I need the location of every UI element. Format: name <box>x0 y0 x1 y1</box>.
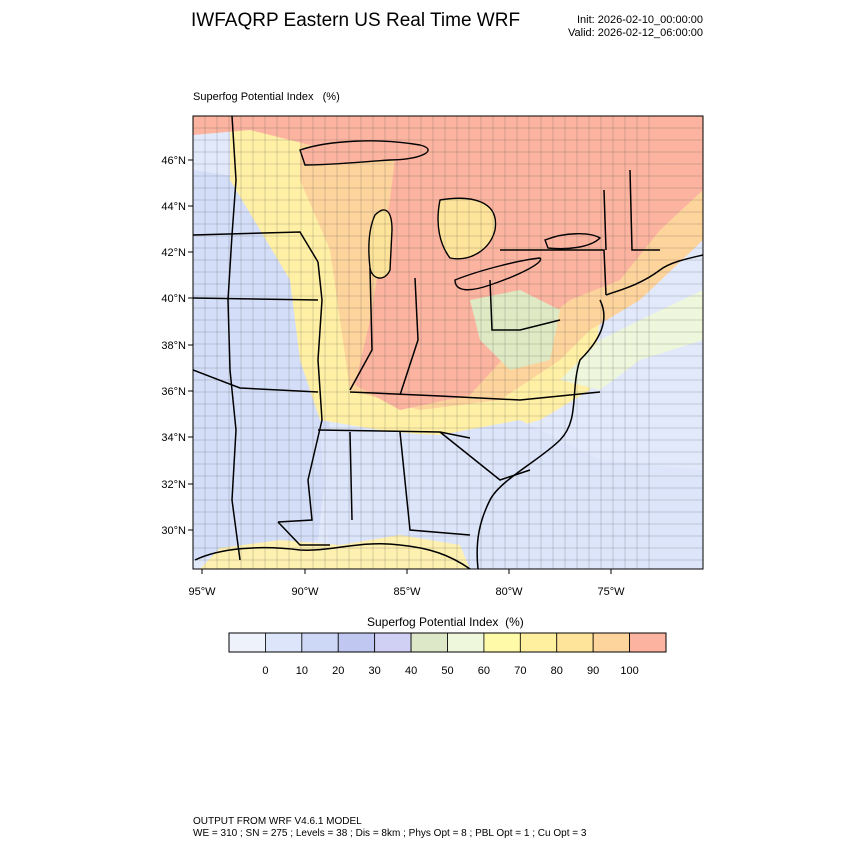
color-bar-tick-label: 50 <box>441 665 453 677</box>
color-bar <box>228 632 667 653</box>
color-bar-swatch <box>447 632 485 653</box>
color-bar-swatch <box>519 632 558 653</box>
color-bar-tick-label: 40 <box>405 665 417 677</box>
footer-model: OUTPUT FROM WRF V4.6.1 MODEL <box>193 816 362 827</box>
map-frame <box>192 115 704 570</box>
lat-label: 36°N <box>161 386 186 398</box>
lake-ontario <box>544 233 602 250</box>
color-bar-tick-label: 100 <box>620 665 638 677</box>
lon-label: 95°W <box>188 586 216 598</box>
lake-michigan <box>368 209 393 279</box>
lat-label: 46°N <box>161 155 186 167</box>
lon-label: 75°W <box>597 586 625 598</box>
lat-label: 42°N <box>161 247 186 259</box>
lat-label: 34°N <box>161 432 186 444</box>
color-bar-swatch <box>265 632 303 653</box>
canada-high-zone <box>193 116 703 170</box>
footer-config: WE = 310 ; SN = 275 ; Levels = 38 ; Dis … <box>193 828 587 839</box>
new-england-coastline <box>605 254 703 296</box>
gulf-coast-zone <box>200 535 470 569</box>
color-bar-swatch <box>592 632 630 653</box>
lat-label: 30°N <box>161 525 186 537</box>
color-bar-tick-label: 70 <box>514 665 526 677</box>
color-bar-swatch <box>228 632 266 653</box>
lon-label: 90°W <box>291 586 319 598</box>
map-panel <box>193 116 703 569</box>
plot-title: IWFAQRP Eastern US Real Time WRF <box>191 10 521 31</box>
lon-label: 85°W <box>393 586 421 598</box>
gulf-coastline <box>194 543 471 569</box>
lat-label: 32°N <box>161 479 186 491</box>
color-bar-labels: 0 10 20 30 40 50 60 70 80 90 100 <box>262 665 638 677</box>
lake-superior <box>299 140 429 166</box>
color-bar-tick-label: 10 <box>296 665 308 677</box>
state-borders <box>193 116 660 561</box>
atlantic-coastline <box>476 299 605 569</box>
lat-label: 44°N <box>161 201 186 213</box>
southeast-low-zone <box>320 420 703 569</box>
color-bar-tick-label: 80 <box>551 665 563 677</box>
color-bar-frame <box>228 632 667 653</box>
color-bar-tick-label: 20 <box>332 665 344 677</box>
lat-ticks <box>188 159 193 531</box>
field-label: Superfog Potential Index (%) <box>193 91 340 103</box>
lon-ticks <box>201 569 612 574</box>
color-bar-swatch <box>410 632 448 653</box>
county-grid <box>193 116 703 569</box>
lat-label: 38°N <box>161 340 186 352</box>
lake-erie <box>454 257 542 291</box>
color-bar-swatch <box>556 632 594 653</box>
atlantic-zone <box>560 290 703 390</box>
lon-label: 80°W <box>495 586 523 598</box>
color-bar-tick-label: 60 <box>478 665 490 677</box>
color-bar-swatch <box>337 632 376 653</box>
lat-label: 40°N <box>161 293 186 305</box>
color-bar-tick-label: 90 <box>587 665 599 677</box>
color-bar-tick-label: 0 <box>262 665 268 677</box>
color-bar-swatch <box>374 632 412 653</box>
valid-time: Valid: 2026-02-12_06:00:00 <box>568 27 703 39</box>
color-bar-swatch <box>629 632 667 653</box>
color-bar-swatch <box>483 632 521 653</box>
color-bar-swatch <box>301 632 339 653</box>
color-bar-title: Superfog Potential Index (%) <box>367 615 524 629</box>
init-time: Init: 2026-02-10_00:00:00 <box>577 14 703 26</box>
color-bar-tick-label: 30 <box>369 665 381 677</box>
